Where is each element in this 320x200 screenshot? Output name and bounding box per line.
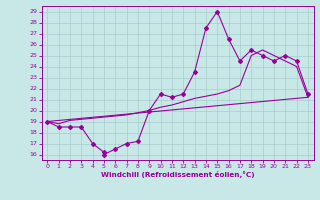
X-axis label: Windchill (Refroidissement éolien,°C): Windchill (Refroidissement éolien,°C) xyxy=(101,171,254,178)
